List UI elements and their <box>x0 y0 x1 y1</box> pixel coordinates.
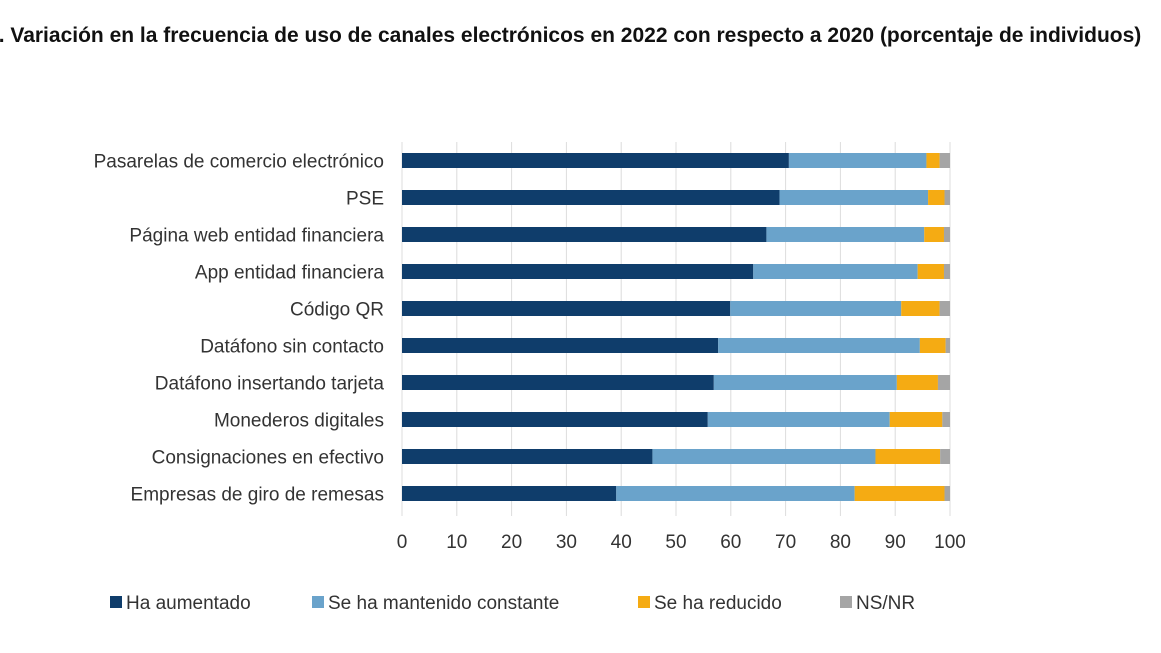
bar-segment-se-ha-reducido <box>924 227 944 242</box>
category-label: Consignaciones en efectivo <box>152 448 384 469</box>
bar-segment-se-ha-mantenido-constante <box>779 190 929 205</box>
bar-segment-se-ha-reducido <box>901 301 940 316</box>
category-label: PSE <box>346 189 384 210</box>
bar-segment-ns-nr <box>942 412 950 427</box>
legend-swatch <box>110 596 122 608</box>
legend-swatch <box>312 596 324 608</box>
legend-swatch <box>638 596 650 608</box>
bar-segment-ha-aumentado <box>402 301 731 316</box>
bar-segment-se-ha-mantenido-constante <box>718 338 920 353</box>
bar-segment-se-ha-reducido <box>919 338 946 353</box>
bar-segment-se-ha-reducido <box>926 153 940 168</box>
bar-segment-se-ha-mantenido-constante <box>788 153 927 168</box>
category-label: Monederos digitales <box>214 411 384 432</box>
bar-segment-ns-nr <box>944 486 950 501</box>
bar-segment-se-ha-mantenido-constante <box>652 449 876 464</box>
bar-segment-ha-aumentado <box>402 153 789 168</box>
bar-segment-se-ha-reducido <box>875 449 941 464</box>
bar-segment-ha-aumentado <box>402 412 708 427</box>
legend-label: Se ha mantenido constante <box>328 593 559 614</box>
legend: Ha aumentado Se ha mantenido constante Se … <box>110 593 915 614</box>
bar-segment-se-ha-reducido <box>917 264 944 279</box>
legend-item: Ha aumentado <box>110 593 251 614</box>
bars <box>402 153 950 501</box>
bar-segment-ns-nr <box>939 301 950 316</box>
bar-segment-ha-aumentado <box>402 486 617 501</box>
bar-segment-ns-nr <box>943 264 950 279</box>
bar-segment-ha-aumentado <box>402 375 714 390</box>
category-label: App entidad financiera <box>195 263 385 284</box>
x-tick-label: 90 <box>885 532 906 553</box>
legend-item: Se ha mantenido constante <box>312 593 559 614</box>
bar-segment-se-ha-reducido <box>896 375 938 390</box>
category-label: Pasarelas de comercio electrónico <box>94 152 384 173</box>
legend-swatch <box>840 596 852 608</box>
x-axis-ticks: 0 10 20 30 40 50 60 70 80 90 100 <box>397 532 966 553</box>
bar-segment-se-ha-mantenido-constante <box>730 301 902 316</box>
legend-label: Ha aumentado <box>126 593 251 614</box>
bar-segment-ha-aumentado <box>402 190 780 205</box>
x-tick-label: 100 <box>934 532 966 553</box>
x-tick-label: 0 <box>397 532 408 553</box>
x-tick-label: 20 <box>501 532 522 553</box>
bar-segment-se-ha-mantenido-constante <box>766 227 925 242</box>
category-label: Datáfono sin contacto <box>200 337 384 358</box>
category-labels: Pasarelas de comercio electrónico PSE Pági… <box>94 152 385 506</box>
legend-item: Se ha reducido <box>638 593 782 614</box>
bar-segment-se-ha-reducido <box>854 486 945 501</box>
category-label: Empresas de giro de remesas <box>131 485 384 506</box>
bar-segment-ns-nr <box>940 449 950 464</box>
x-tick-label: 70 <box>775 532 796 553</box>
bar-segment-se-ha-reducido <box>928 190 945 205</box>
category-label: Código QR <box>290 300 384 321</box>
legend-label: Se ha reducido <box>654 593 782 614</box>
bar-segment-ha-aumentado <box>402 338 719 353</box>
x-tick-label: 40 <box>611 532 632 553</box>
category-label: Datáfono insertando tarjeta <box>155 374 385 395</box>
bar-segment-ns-nr <box>937 375 950 390</box>
bar-segment-ns-nr <box>944 190 950 205</box>
bar-segment-ns-nr <box>945 338 950 353</box>
category-label: Página web entidad financiera <box>129 226 384 247</box>
bar-segment-se-ha-mantenido-constante <box>616 486 855 501</box>
bar-segment-se-ha-reducido <box>889 412 943 427</box>
bar-segment-ns-nr <box>939 153 950 168</box>
bar-segment-se-ha-mantenido-constante <box>707 412 890 427</box>
x-tick-label: 60 <box>720 532 741 553</box>
x-tick-label: 30 <box>556 532 577 553</box>
legend-item: NS/NR <box>840 593 915 614</box>
x-tick-label: 50 <box>665 532 686 553</box>
legend-label: NS/NR <box>856 593 915 614</box>
bar-segment-ns-nr <box>943 227 950 242</box>
bar-segment-ha-aumentado <box>402 227 767 242</box>
chart-title: . Variación en la frecuencia de uso de c… <box>0 24 1142 47</box>
x-tick-label: 80 <box>830 532 851 553</box>
bar-segment-ha-aumentado <box>402 449 653 464</box>
bar-segment-se-ha-mantenido-constante <box>713 375 897 390</box>
bar-segment-se-ha-mantenido-constante <box>753 264 918 279</box>
x-tick-label: 10 <box>446 532 467 553</box>
bar-segment-ha-aumentado <box>402 264 754 279</box>
